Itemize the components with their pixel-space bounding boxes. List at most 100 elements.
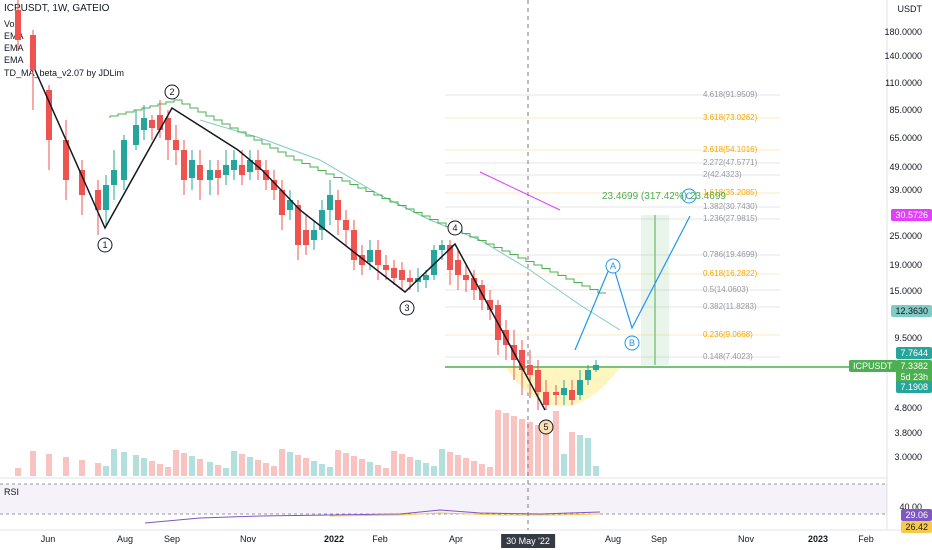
candle-body <box>121 140 127 180</box>
candle-body <box>295 205 301 245</box>
volume-bar <box>367 462 373 476</box>
volume-bar <box>157 464 163 476</box>
indicator-ema-1[interactable]: EMA <box>4 31 24 41</box>
fib-level-label: 3.618(73.0262) <box>703 113 758 122</box>
time-tick: 2023 <box>807 534 829 544</box>
candle-body <box>593 365 599 370</box>
rsi-axis-top: 40.00 <box>899 502 922 512</box>
volume-bar <box>311 461 317 476</box>
ema-long-line <box>479 171 561 211</box>
volume-bar <box>287 452 293 476</box>
wave-marker-circle <box>447 220 463 236</box>
time-tick: Sep <box>650 534 668 544</box>
rsi-label[interactable]: RSI <box>4 487 20 497</box>
candle-body <box>455 260 461 275</box>
volume-bar <box>543 428 549 476</box>
volume-bar <box>399 454 405 476</box>
candle-body <box>569 390 575 400</box>
volume-bar <box>487 467 493 476</box>
volume-bar <box>46 454 52 476</box>
volume-bar <box>197 459 203 476</box>
wave-marker-circle <box>538 419 554 435</box>
volume-bar <box>215 465 221 476</box>
fib-level-label: 1.618(35.2085) <box>703 188 758 197</box>
badge-target: 30.5726 <box>891 209 932 221</box>
volume-bar <box>319 464 325 476</box>
indicator-td[interactable]: TD_MA_beta_v2.07 by JDLim <box>4 68 125 78</box>
volume-bar <box>121 452 127 476</box>
volume-bar <box>15 468 21 476</box>
volume-bar <box>471 461 477 476</box>
volume-bar <box>239 454 245 476</box>
candle-body <box>585 370 591 380</box>
rsi-line <box>144 509 601 524</box>
volume-bar <box>511 416 517 476</box>
indicator-ema-2[interactable]: EMA <box>4 43 24 53</box>
price-tick: 4.8000 <box>894 403 922 413</box>
candle-body <box>46 90 52 140</box>
candle-body <box>223 165 229 175</box>
candle-body <box>271 180 277 190</box>
volume-bar <box>359 459 365 476</box>
volume-bar <box>519 419 525 476</box>
volume-bar <box>141 458 147 476</box>
time-tick: Feb <box>858 534 874 544</box>
candle-body <box>111 170 117 185</box>
close-value: 7.3382 <box>900 361 928 371</box>
candle-body <box>165 118 171 140</box>
countdown: 5d 23h <box>900 372 928 382</box>
candle-body <box>423 275 429 280</box>
volume-bar <box>351 456 357 476</box>
symbol-tag[interactable]: ICPUSDT <box>849 360 897 372</box>
candle-body <box>157 115 163 130</box>
candle-body <box>149 120 155 128</box>
volume-bar <box>303 458 309 476</box>
candle-body <box>431 250 437 275</box>
rsi-ma-line <box>329 512 601 517</box>
volume-bar <box>189 456 195 476</box>
volume-bar <box>503 413 509 476</box>
candle-body <box>173 140 179 150</box>
time-tick: Feb <box>372 534 388 544</box>
elliott-wave-path <box>34 69 546 411</box>
volume-bar <box>553 411 559 476</box>
candle-body <box>351 230 357 260</box>
wave-marker-label: 2 <box>169 87 174 97</box>
rsi-ma-value: 26.42 <box>901 521 932 533</box>
price-tick: 85.0000 <box>889 105 922 115</box>
candle-body <box>343 220 349 230</box>
wave-marker-label: 5 <box>543 422 548 432</box>
volume-bar <box>133 455 139 476</box>
candle-body <box>487 300 493 310</box>
volume-bar <box>585 438 591 476</box>
volume-bar <box>455 455 461 476</box>
wave-marker-label: 1 <box>102 240 107 250</box>
candle-body <box>463 275 469 280</box>
fib-level-label: 2.618(54.1016) <box>703 145 758 154</box>
candle-body <box>399 270 405 280</box>
rsi-value: 29.06 <box>901 509 932 521</box>
price-tick: 25.0000 <box>889 231 922 241</box>
candle-body <box>189 160 195 178</box>
candle-body <box>103 185 109 210</box>
volume-bar <box>495 410 501 476</box>
volume-bar <box>271 466 277 476</box>
time-tick: Sep <box>163 534 181 544</box>
candle-body <box>375 250 381 265</box>
wave-marker-circle <box>164 84 180 100</box>
volume-bar <box>447 452 453 476</box>
candle-body <box>30 35 36 70</box>
abc-marker-circle <box>624 335 640 351</box>
wave-marker-circle <box>97 237 113 253</box>
volume-bar <box>535 425 541 476</box>
projection-path <box>574 215 691 351</box>
time-tick: 2022 <box>323 534 345 544</box>
indicator-ema-3[interactable]: EMA <box>4 55 24 65</box>
indicator-vol[interactable]: Vol <box>4 19 17 29</box>
volume-bar <box>255 460 261 476</box>
volume-bar <box>415 460 421 476</box>
candle-body <box>561 388 567 395</box>
symbol-title[interactable]: ICPUSDT, 1W, GATEIO <box>4 3 110 14</box>
wave-marker-circle <box>399 300 415 316</box>
